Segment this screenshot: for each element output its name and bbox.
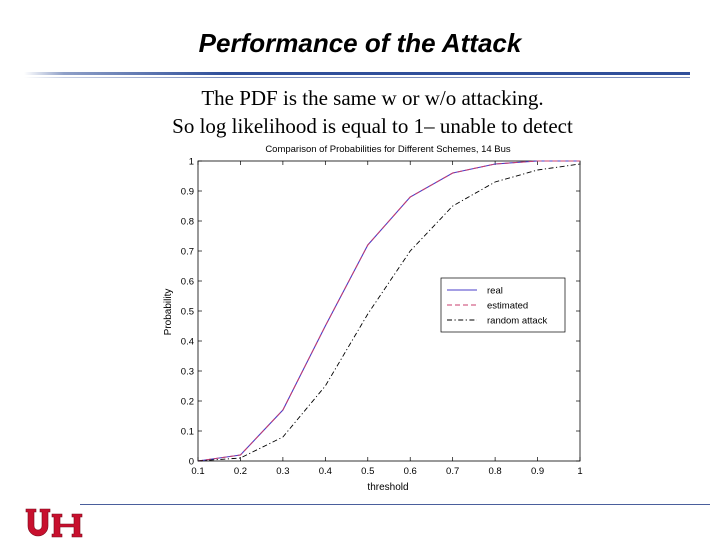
x-tick-label: 0.7 <box>446 466 459 477</box>
x-tick-label: 0.1 <box>191 466 204 477</box>
y-tick-label: 0.8 <box>181 217 194 228</box>
x-tick-label: 0.5 <box>361 466 374 477</box>
series-line-estimated <box>197 160 580 462</box>
title-divider <box>24 72 690 75</box>
x-axis-label: threshold <box>367 482 408 493</box>
x-tick-label: 0.3 <box>276 466 289 477</box>
series-line-random-attack <box>197 163 581 462</box>
y-tick-label: 0 <box>189 457 194 468</box>
legend-label: random attack <box>487 316 547 327</box>
legend-label: real <box>487 286 503 297</box>
subtitle-line-2: So log likelihood is equal to 1– unable … <box>172 114 573 138</box>
legend-box <box>440 277 566 333</box>
x-tick-label: 0.2 <box>234 466 247 477</box>
x-tick-label: 1 <box>577 466 582 477</box>
y-tick-label: 0.6 <box>181 277 194 288</box>
y-tick-label: 0.1 <box>181 427 194 438</box>
footer-divider <box>80 504 710 505</box>
x-tick-label: 0.8 <box>489 466 502 477</box>
x-tick-label: 0.9 <box>531 466 544 477</box>
legend-label: estimated <box>487 301 528 312</box>
y-tick-label: 0.9 <box>181 187 194 198</box>
title-divider-thin <box>24 77 690 78</box>
y-axis-label: Probability <box>163 289 174 336</box>
chart-title: Comparison of Probabilities for Differen… <box>265 144 511 155</box>
y-tick-label: 0.5 <box>181 307 194 318</box>
slide-title: Performance of the Attack <box>198 28 522 58</box>
university-logo: UH <box>25 508 83 538</box>
y-tick-label: 0.7 <box>181 247 194 258</box>
y-tick-label: 0.4 <box>181 337 194 348</box>
subtitle-line-1: The PDF is the same w or w/o attacking. <box>201 86 544 110</box>
y-tick-label: 0.3 <box>181 367 194 378</box>
x-tick-label: 0.4 <box>319 466 332 477</box>
y-tick-label: 1 <box>189 157 194 168</box>
y-tick-label: 0.2 <box>181 397 194 408</box>
x-tick-label: 0.6 <box>404 466 417 477</box>
